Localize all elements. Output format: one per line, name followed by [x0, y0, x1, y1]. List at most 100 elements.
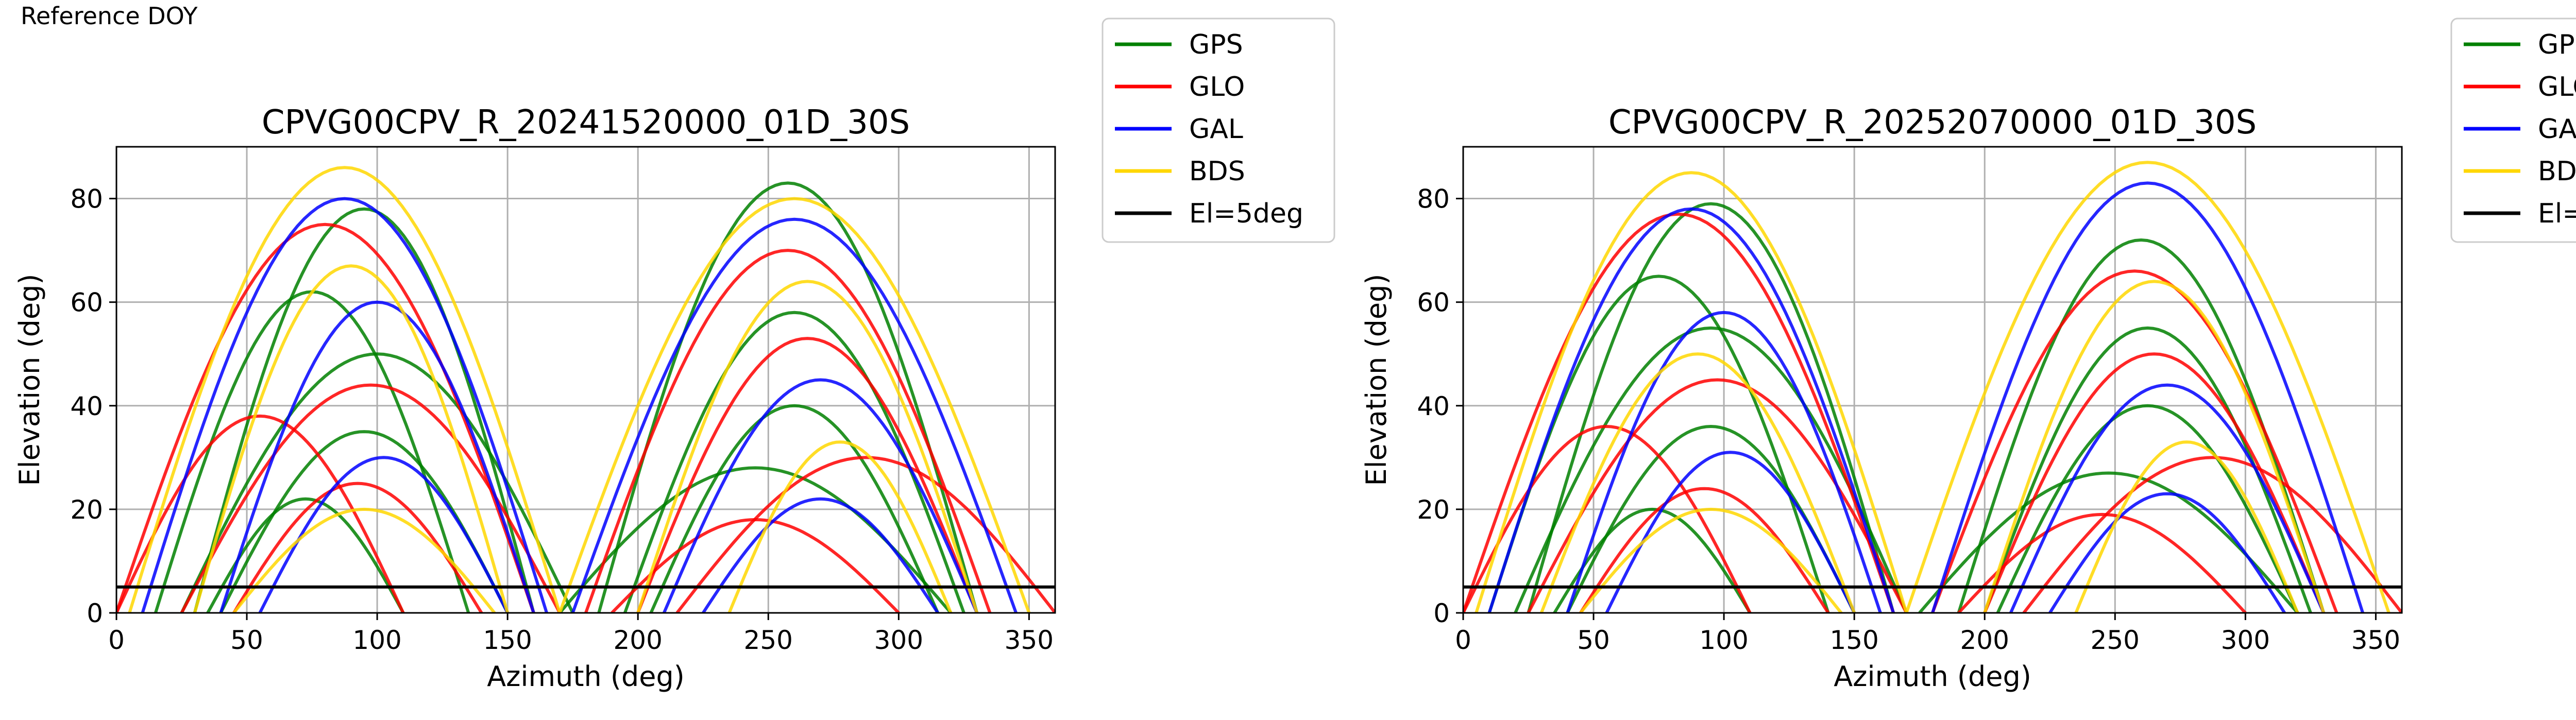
series-GPS-track-2 [180, 352, 574, 613]
y-tick-label: 60 [1417, 288, 1450, 318]
y-tick-label: 20 [1417, 495, 1450, 525]
series-GPS-track-7 [649, 404, 940, 613]
y-tick-label: 40 [70, 391, 103, 421]
series-GPS-track-8 [1918, 471, 2299, 613]
series-BDS-track-2 [1540, 352, 1856, 613]
series-GAL-track-2 [1566, 311, 1882, 613]
x-tick-label: 50 [1577, 625, 1610, 655]
legend-entry-GAL: GAL [2538, 114, 2576, 145]
x-tick-label: 250 [744, 625, 793, 655]
y-axis-label: Elevation (deg) [1360, 274, 1393, 486]
series-GPS-track-7 [1996, 404, 2299, 613]
series-GAL-track-1 [141, 197, 548, 613]
series-GPS-track-5 [597, 181, 979, 613]
y-tick-label: 60 [70, 288, 103, 318]
y-tick-label: 80 [1417, 184, 1450, 214]
series-GAL-track-4 [571, 217, 1018, 613]
y-axis-label: Elevation (deg) [13, 274, 46, 486]
series-GLO-track-1 [116, 222, 535, 613]
x-tick-label: 200 [614, 625, 663, 655]
series-GLO-track-5 [1983, 352, 2325, 613]
series-GLO-track-5 [636, 337, 978, 613]
series-BDS-track-1 [128, 166, 562, 613]
series-GPS-track-4 [1487, 275, 1830, 613]
series-GLO-track-3 [1463, 424, 1752, 613]
series-GLO-track-2 [1527, 378, 1908, 613]
chart-panel-1: 0 50 100 150 200 250 300 350 0 20 40 60 80 CPVG00CPV_… [13, 18, 1335, 693]
series-BDS-track-5 [636, 280, 979, 613]
series-BDS-track-2 [193, 264, 510, 613]
legend-entry-GPS: GPS [2538, 29, 2576, 60]
chart-panel-2: 0 50 100 150 200 250 300 350 0 20 40 60 80 CPVG00CPV_… [1360, 18, 2576, 693]
series-GPS-track-1 [193, 207, 535, 613]
legend-entry-El=5deg: El=5deg [2538, 198, 2576, 229]
x-tick-label: 0 [108, 625, 125, 655]
series-GAL-track-3 [258, 456, 509, 613]
legend: GPS GLO GAL BDS El=5deg [2450, 18, 2576, 243]
series-GLO-track-8 [1579, 487, 1830, 613]
y-tick-label: 20 [70, 495, 103, 525]
y-tick-label: 40 [1417, 391, 1450, 421]
y-tick-label: 0 [87, 598, 103, 628]
series-GAL-track-6 [2048, 492, 2286, 613]
series-BDS-track-3 [232, 507, 496, 613]
series-BDS-track-1 [1475, 171, 1908, 613]
x-axis-label: Azimuth (deg) [1834, 660, 2031, 693]
series-GLO-track-7 [1957, 512, 2247, 613]
legend-box [1101, 18, 1335, 243]
series-GAL-track-3 [1605, 451, 1856, 613]
legend-entry-GLO: GLO [2538, 72, 2576, 102]
series-GAL-track-5 [2009, 383, 2325, 613]
series-BDS-track-6 [727, 440, 953, 613]
series-GAL-track-5 [663, 378, 978, 613]
plot-area [1463, 161, 2402, 613]
y-tick-label: 80 [70, 184, 103, 214]
x-tick-label: 200 [1960, 625, 2009, 655]
series-GLO-track-4 [584, 249, 992, 613]
series-GLO-track-6 [2022, 456, 2402, 613]
legend-entry-GLO: GLO [1189, 72, 1245, 102]
legend-entry-BDS: BDS [2538, 156, 2576, 187]
series-BDS-track-6 [2074, 440, 2299, 613]
legend-entry-El=5deg: El=5deg [1189, 198, 1303, 229]
series-BDS-track-5 [1983, 280, 2326, 613]
y-tick-label: 0 [1433, 598, 1450, 628]
x-tick-label: 50 [230, 625, 263, 655]
legend-entry-BDS: BDS [1189, 156, 1245, 187]
x-tick-label: 150 [1829, 625, 1878, 655]
x-tick-label: 250 [2091, 625, 2140, 655]
series-GLO-track-4 [1931, 269, 2338, 613]
series-GPS-track-1 [1527, 202, 1895, 613]
x-tick-label: 300 [2221, 625, 2270, 655]
series-GLO-track-7 [611, 518, 900, 613]
chart-title: CPVG00CPV_R_20252070000_01D_30S [1608, 104, 2257, 142]
x-axis-label: Azimuth (deg) [487, 660, 685, 693]
series-GLO-track-1 [1463, 212, 1895, 613]
axes-frame [1462, 146, 2403, 614]
series-GAL-track-2 [219, 300, 535, 613]
series-GPS-track-2 [1514, 326, 1908, 613]
series-GLO-track-6 [675, 456, 1055, 613]
series-BDS-track-4 [1905, 161, 2391, 613]
series-BDS-track-3 [1579, 507, 1843, 613]
x-tick-label: 350 [2351, 625, 2400, 655]
legend-entry-GAL: GAL [1189, 114, 1243, 145]
series-GPS-track-9 [206, 497, 405, 613]
x-tick-label: 100 [1699, 625, 1748, 655]
series-GPS-track-9 [1553, 507, 1752, 613]
series-GLO-track-3 [116, 414, 405, 613]
axes-frame [115, 146, 1056, 614]
x-tick-label: 100 [352, 625, 401, 655]
series-GAL-track-4 [1931, 181, 2364, 613]
x-tick-label: 150 [483, 625, 532, 655]
x-tick-label: 350 [1005, 625, 1054, 655]
figure-label: Reference DOY [21, 2, 198, 30]
x-tick-label: 0 [1455, 625, 1471, 655]
series-GAL-track-1 [1487, 207, 1895, 613]
chart-title: CPVG00CPV_R_20241520000_01D_30S [262, 104, 910, 142]
plot-area [116, 166, 1055, 613]
legend: GPS GLO GAL BDS El=5deg [1101, 18, 1335, 243]
x-tick-label: 300 [874, 625, 923, 655]
legend-entry-GPS: GPS [1189, 29, 1243, 60]
